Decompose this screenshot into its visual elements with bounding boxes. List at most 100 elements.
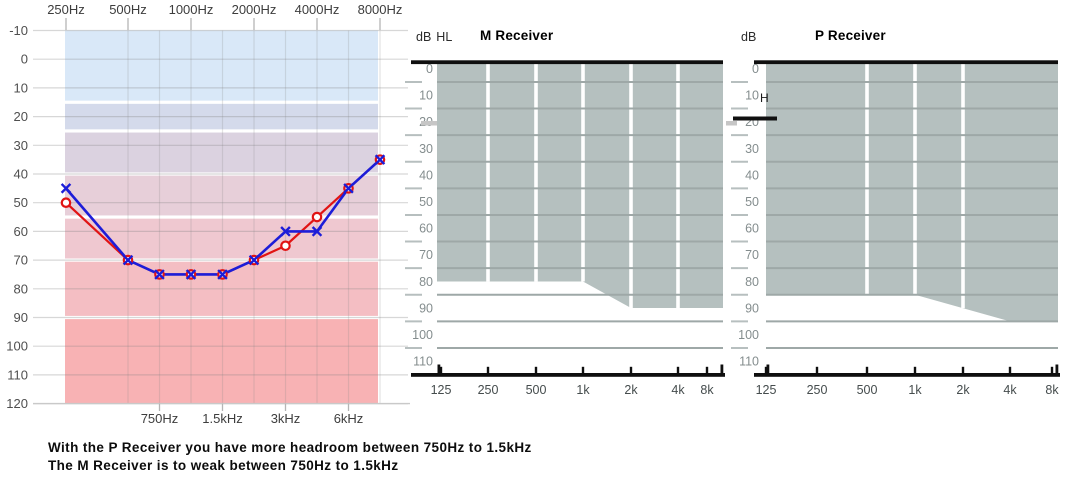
y-axis-label: 110 [739, 355, 759, 369]
x-tick [913, 366, 917, 374]
top-axis-line [754, 60, 1058, 65]
y-axis-label: 50 [419, 195, 433, 209]
bottom-axis-line [411, 373, 725, 377]
db-label: 20 [14, 109, 28, 124]
v-gridline-white [961, 64, 965, 309]
x-tick [676, 366, 680, 374]
audiogram-severity-bands [65, 30, 378, 404]
x-axis-label: 8k [700, 383, 714, 397]
x-tick [961, 366, 965, 374]
db-label: 110 [7, 367, 28, 382]
v-gridline-white [676, 64, 680, 309]
y-axis-label: 30 [745, 142, 759, 156]
db-label: 100 [6, 339, 28, 354]
audiogram-chart: 250Hz 500Hz 1000Hz 2000Hz 4000Hz 8000Hz 750Hz 1… [6, 2, 410, 426]
db-label: 50 [14, 195, 28, 210]
y-axis-label: 100 [738, 328, 759, 342]
db-label: 90 [14, 310, 28, 325]
comparison-note-line1: With the P Receiver you have more headro… [48, 440, 532, 455]
p-receiver-title: P Receiver [815, 28, 886, 43]
y-axis-label: 70 [745, 248, 759, 262]
p-receiver-chart: 125 250 500 1k 2k 4k 8k01020304050607080901001… [731, 60, 1060, 397]
db-label: 0 [21, 52, 28, 67]
x-axis-label: 8k [1045, 383, 1059, 397]
x-tick [764, 366, 768, 374]
y-axis-label: 90 [419, 301, 433, 315]
x-axis-label: 500 [526, 383, 547, 397]
x-axis-label: 1k [908, 383, 922, 397]
top-axis-label: 2000Hz [232, 2, 277, 17]
y-axis-label: 10 [419, 89, 433, 103]
audiogram-gridlines [33, 29, 408, 405]
severity-band [65, 30, 378, 101]
bottom-axis-line [754, 373, 1060, 377]
severity-band [65, 319, 378, 404]
v-gridline-white [629, 64, 633, 309]
o-threshold-marker [311, 211, 323, 223]
x-axis-label: 125 [431, 383, 452, 397]
m-receiver-title: M Receiver [480, 28, 554, 43]
x-series-line [65, 158, 381, 276]
db-label: -10 [9, 23, 28, 38]
o-threshold-marker [280, 240, 291, 252]
audiogram-bottom-axis: 750Hz 1.5kHz 3kHz 6kHz [33, 402, 410, 426]
x-axis-label: 250 [478, 383, 499, 397]
gray-dash-m [421, 121, 437, 126]
stray-hl-text: H [760, 91, 769, 105]
db-label: 70 [14, 253, 28, 268]
x-tick [534, 366, 538, 374]
x-threshold-marker [248, 254, 260, 266]
x-threshold-marker [217, 269, 228, 280]
x-tick [486, 366, 490, 374]
x-axis-label: 1k [576, 383, 590, 397]
top-axis-line [411, 60, 723, 65]
v-gridline-white [486, 64, 490, 282]
v-gridline-white [534, 64, 538, 282]
x-threshold-marker [343, 183, 354, 194]
y-axis-label: 0 [426, 62, 433, 76]
db-label: 80 [14, 281, 28, 296]
top-axis-label: 1000Hz [169, 2, 214, 17]
bottom-axis-label: 3kHz [271, 411, 301, 426]
x-markers [60, 154, 386, 280]
y-axis-label: 0 [752, 62, 759, 76]
db-label: 40 [14, 167, 28, 182]
x-tick [439, 366, 443, 374]
v-gridline-white [865, 64, 869, 295]
axis-endcap-right [720, 364, 724, 374]
x-threshold-marker [122, 254, 134, 266]
fitting-range-area [766, 64, 1058, 322]
y-axis-label: 80 [419, 275, 433, 289]
o-threshold-marker [60, 197, 72, 208]
severity-band [65, 103, 378, 130]
y-axis-label: 110 [413, 355, 433, 369]
db-label: 60 [14, 224, 28, 239]
hl-label-text: HL [436, 30, 453, 44]
axis-endcap-left [766, 364, 770, 374]
audiogram-top-axis: 250Hz 500Hz 1000Hz 2000Hz 4000Hz 8000Hz [47, 2, 402, 30]
p-receiver-unit-label: dB [741, 30, 757, 44]
x-axis-label: 250 [807, 383, 828, 397]
x-tick [865, 366, 869, 374]
axis-endcap-left [437, 364, 441, 374]
x-tick [629, 366, 633, 374]
severity-band [65, 218, 378, 259]
y-axis-label: 50 [745, 195, 759, 209]
audiogram-db-labels: -10 0 10 20 30 40 50 60 70 80 90 100 110 120 [6, 23, 28, 411]
bottom-axis-label: 750Hz [141, 411, 179, 426]
x-threshold-marker [60, 183, 72, 194]
y-axis-label: 70 [419, 248, 433, 262]
comparison-note-line2: The M Receiver is to weak between 750Hz … [48, 458, 399, 473]
db-label: 30 [14, 138, 28, 153]
x-tick [1008, 366, 1012, 374]
db-label: 10 [14, 80, 28, 95]
x-tick [705, 366, 709, 374]
bottom-axis-label: 6kHz [334, 411, 364, 426]
fitting-range-area [437, 64, 723, 309]
x-threshold-marker [311, 226, 323, 237]
x-axis-label: 2k [624, 383, 638, 397]
x-axis-label: 125 [756, 383, 777, 397]
severity-band [65, 132, 378, 173]
